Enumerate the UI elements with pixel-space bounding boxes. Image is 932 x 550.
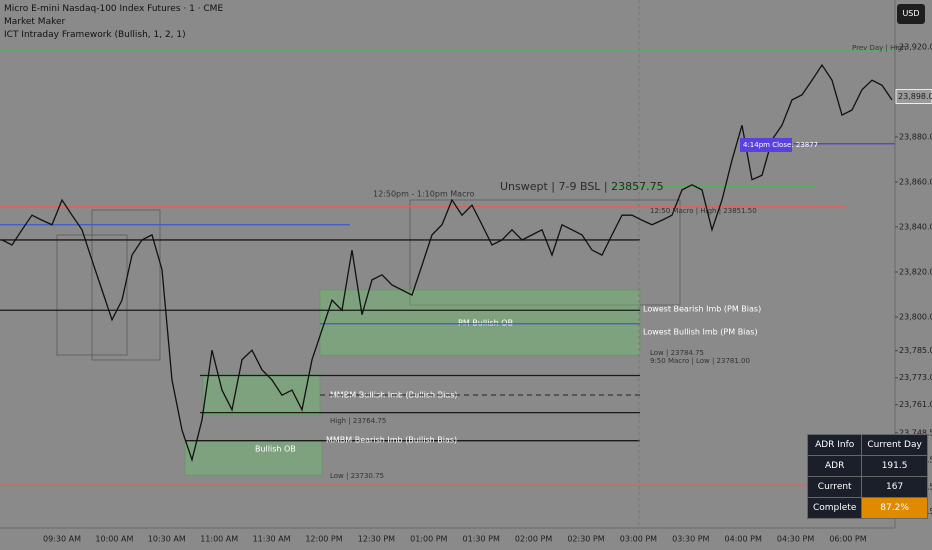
price-line	[1, 63, 893, 463]
adr-table: ADR Info Current Day ADR 191.5 Current 167 …	[806, 434, 928, 519]
x-tick-label: 03:30 PM	[672, 535, 709, 544]
x-tick-label: 02:30 PM	[567, 535, 604, 544]
macro-box	[409, 199, 681, 306]
annotation: Prev Day | High	[852, 44, 906, 52]
y-tick-label: 23,860.00	[899, 177, 932, 186]
y-tick-label: 23,761.00	[899, 400, 932, 409]
x-tick-label: 01:30 PM	[463, 535, 500, 544]
cell: 191.5	[861, 455, 928, 477]
x-tick-label: 03:00 PM	[620, 535, 657, 544]
y-tick-label: 23,880.00	[899, 133, 932, 142]
annotation: Low | 23730.75	[330, 472, 384, 480]
x-tick-label: 04:30 PM	[777, 535, 814, 544]
y-tick-label: 23,785.00	[899, 346, 932, 355]
x-tick-label: 11:00 AM	[200, 535, 238, 544]
annotation: MMBM Bearish Imb (Bullish Bias)	[326, 436, 457, 445]
cell: 87.2%	[861, 497, 928, 519]
annotation: 9:50 Macro | Low | 23781.00	[650, 357, 750, 365]
cell: 167	[861, 476, 928, 498]
zone	[184, 439, 323, 476]
y-tick-label: 23,920.00	[899, 43, 932, 52]
cell: Current	[806, 476, 863, 498]
x-tick-label: 01:00 PM	[410, 535, 447, 544]
annotation: High | 23764.75	[330, 417, 386, 425]
close-label-bg	[740, 138, 792, 152]
zone-label: Bullish OB	[255, 445, 296, 454]
symbol: Micro E-mini Nasdaq-100 Index Futures · …	[4, 4, 224, 14]
annotation: Lowest Bearish Imb (PM Bias)	[643, 305, 761, 314]
cell: Current Day	[861, 434, 928, 456]
zone	[319, 289, 641, 356]
cell: Complete	[806, 497, 863, 519]
y-tick-label: 23,800.00	[899, 312, 932, 321]
y-tick-label: 23,840.00	[899, 222, 932, 231]
zone-label: PM Bullish OB	[458, 318, 513, 327]
header: Micro E-mini Nasdaq-100 Index Futures · …	[4, 3, 223, 42]
y-tick-label: 23,820.00	[899, 267, 932, 276]
annotation: Low | 23784.75	[650, 349, 704, 357]
x-tick-label: 10:30 AM	[148, 535, 186, 544]
current-price-label: 23,898.00	[898, 92, 932, 101]
indicator[interactable]: ICT Intraday Framework (Bullish, 1, 2, 1…	[4, 30, 186, 40]
currency-button[interactable]: USD	[897, 4, 925, 24]
annotation: Unswept | 7-9 BSL | 23857.75	[500, 180, 664, 193]
annotation: 12:50pm - 1:10pm Macro	[373, 190, 475, 199]
y-tick-label: 23,748.50	[899, 428, 932, 437]
x-tick-label: 12:30 PM	[358, 535, 395, 544]
current-price-box	[895, 89, 932, 105]
cell: ADR	[806, 455, 863, 477]
x-tick-label: 09:30 AM	[43, 535, 81, 544]
x-tick-label: 11:30 AM	[253, 535, 291, 544]
macro-box	[91, 209, 161, 361]
cell: ADR Info	[806, 434, 863, 456]
x-tick-label: 02:00 PM	[515, 535, 552, 544]
indicator[interactable]: Market Maker	[4, 17, 66, 27]
annotation: 12:50 Macro | High | 23851.50	[650, 207, 757, 215]
annotation: Lowest Bullish Imb (PM Bias)	[643, 328, 758, 337]
x-tick-label: 12:00 PM	[305, 535, 342, 544]
x-tick-label: 06:00 PM	[829, 535, 866, 544]
x-tick-label: 10:00 AM	[95, 535, 133, 544]
y-tick-label: 23,773.00	[899, 373, 932, 382]
annotation: 4:14pm Close: 23877	[743, 141, 818, 149]
x-tick-label: 04:00 PM	[725, 535, 762, 544]
